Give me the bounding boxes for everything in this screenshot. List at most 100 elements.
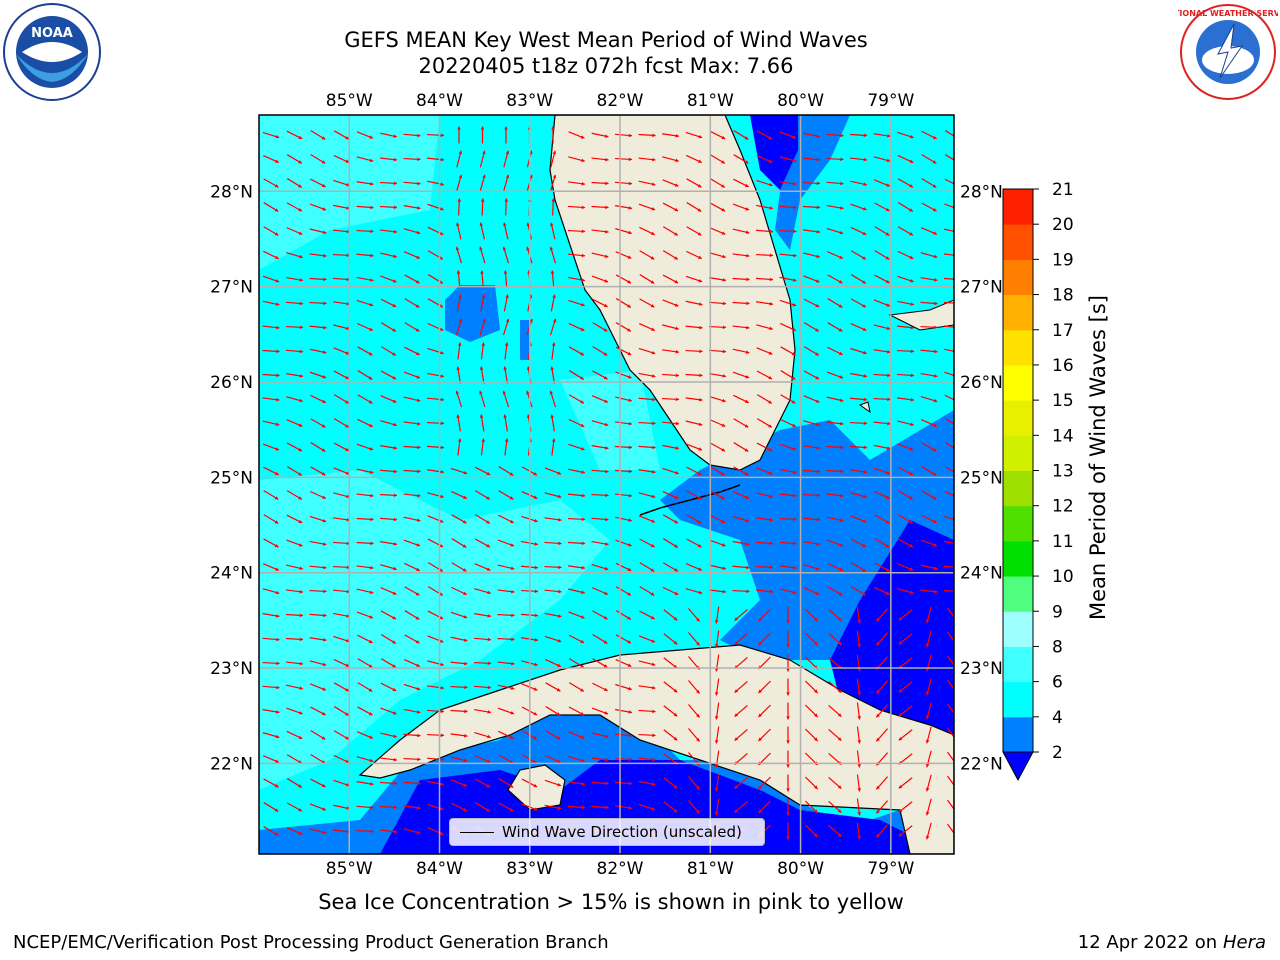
wind-wave-arrow bbox=[498, 802, 514, 812]
wind-wave-arrow bbox=[944, 130, 954, 137]
wind-wave-arrow bbox=[803, 445, 821, 450]
wind-wave-arrow bbox=[403, 828, 421, 835]
wind-wave-arrow bbox=[286, 466, 303, 476]
wind-wave-arrow bbox=[804, 632, 819, 646]
latitude-label-right: 28°N bbox=[960, 182, 1003, 202]
wind-wave-arrow bbox=[503, 150, 510, 168]
wind-wave-arrow bbox=[685, 373, 703, 378]
wind-wave-arrow bbox=[615, 251, 632, 259]
wind-wave-arrow bbox=[780, 322, 797, 332]
wind-wave-arrow bbox=[709, 396, 726, 403]
wind-wave-arrow bbox=[567, 541, 586, 546]
wind-wave-arrow bbox=[733, 130, 749, 140]
wind-wave-arrow bbox=[662, 133, 680, 138]
wind-wave-arrow bbox=[497, 707, 515, 715]
wind-wave-arrow bbox=[332, 229, 351, 234]
wind-wave-arrow bbox=[875, 632, 889, 646]
wind-wave-arrow bbox=[474, 490, 491, 500]
wind-wave-arrow bbox=[688, 608, 700, 622]
wind-wave-arrow bbox=[497, 661, 515, 666]
wind-wave-arrow bbox=[544, 804, 562, 810]
wind-wave-arrow bbox=[379, 781, 398, 786]
wind-wave-arrow bbox=[925, 822, 932, 840]
longitude-label-bottom: 85°W bbox=[326, 859, 373, 879]
wind-wave-arrow bbox=[615, 298, 632, 308]
wind-wave-arrow bbox=[403, 708, 421, 714]
wind-wave-arrow bbox=[480, 198, 485, 216]
wind-wave-arrow bbox=[804, 776, 819, 790]
wind-wave-arrow bbox=[827, 586, 843, 596]
wind-wave-arrow bbox=[479, 318, 486, 336]
wind-wave-arrow bbox=[897, 443, 914, 451]
longitude-label-top: 84°W bbox=[416, 91, 463, 111]
wind-wave-arrow bbox=[828, 608, 842, 622]
wind-wave-arrow bbox=[779, 468, 797, 474]
nws-logo-text: NATIONAL WEATHER SERVICE bbox=[1178, 9, 1278, 18]
wind-wave-arrow bbox=[925, 726, 932, 744]
wind-wave-arrow bbox=[380, 610, 397, 620]
wind-wave-arrow bbox=[356, 229, 374, 234]
wind-wave-arrow bbox=[591, 781, 609, 786]
latitude-label-right: 27°N bbox=[960, 278, 1003, 298]
colorbar: 2 4 6 8 9 10 11 12 13 14 15 16 17 18 19 20 21 bbox=[1002, 180, 1074, 782]
wind-wave-arrow bbox=[874, 514, 890, 524]
wind-wave-arrow bbox=[568, 181, 586, 186]
wind-wave-arrow bbox=[333, 492, 351, 499]
wind-wave-arrow bbox=[474, 708, 492, 714]
wind-wave-arrow bbox=[688, 656, 700, 670]
wind-wave-arrow bbox=[380, 587, 397, 595]
wind-wave-arrow bbox=[826, 396, 844, 402]
wind-wave-arrow bbox=[262, 637, 280, 642]
wind-wave-arrow bbox=[897, 226, 914, 236]
wind-wave-arrow bbox=[947, 775, 954, 787]
wind-wave-arrow bbox=[380, 541, 398, 546]
wind-wave-arrow bbox=[427, 469, 445, 474]
wind-wave-arrow bbox=[897, 466, 914, 476]
wind-wave-arrow bbox=[709, 564, 727, 570]
colorbar-tick-label: 4 bbox=[1052, 708, 1063, 728]
wind-wave-arrow bbox=[856, 750, 861, 768]
colorbar-tick-label: 13 bbox=[1052, 462, 1074, 482]
wind-wave-arrow bbox=[450, 661, 468, 666]
wind-wave-arrow bbox=[567, 205, 586, 210]
wind-wave-arrow bbox=[310, 778, 326, 788]
latitude-label-left: 28°N bbox=[210, 182, 253, 202]
wind-wave-arrow bbox=[686, 202, 702, 212]
wind-wave-arrow bbox=[804, 608, 819, 622]
wind-wave-arrow bbox=[498, 778, 514, 788]
wind-wave-arrow bbox=[662, 444, 680, 450]
wind-wave-arrow bbox=[474, 514, 491, 524]
wind-wave-arrow bbox=[568, 418, 585, 428]
wind-wave-arrow bbox=[332, 253, 351, 258]
wind-wave-arrow bbox=[379, 757, 398, 762]
wind-wave-arrow bbox=[263, 466, 279, 476]
wind-wave-arrow bbox=[856, 702, 861, 720]
wind-wave-arrow bbox=[504, 198, 509, 216]
wind-wave-arrow bbox=[920, 372, 938, 378]
wind-wave-arrow bbox=[568, 682, 585, 692]
wind-wave-arrow bbox=[286, 373, 304, 378]
wind-wave-arrow bbox=[550, 174, 557, 192]
wind-wave-arrow bbox=[544, 635, 562, 643]
wind-wave-arrow bbox=[286, 707, 303, 715]
wind-wave-arrow bbox=[357, 370, 373, 380]
wind-wave-arrow bbox=[427, 826, 444, 836]
wind-wave-arrow bbox=[638, 733, 656, 738]
wind-wave-arrow bbox=[638, 660, 656, 667]
wind-wave-arrow bbox=[639, 586, 655, 596]
wind-wave-arrow bbox=[427, 803, 444, 811]
wind-wave-arrow bbox=[827, 346, 843, 356]
wind-wave-arrow bbox=[920, 325, 938, 330]
wind-wave-arrow bbox=[591, 205, 609, 210]
wind-wave-arrow bbox=[568, 781, 586, 786]
map-subtitle: 20220405 t18z 072h fcst Max: 7.66 bbox=[418, 54, 794, 78]
wind-wave-arrow bbox=[920, 301, 938, 306]
wind-wave-arrow bbox=[826, 445, 844, 450]
wind-wave-arrow bbox=[379, 181, 398, 186]
latitude-label-left: 23°N bbox=[210, 659, 253, 679]
wind-wave-arrow bbox=[333, 394, 350, 404]
wind-wave-arrow bbox=[638, 757, 656, 762]
wind-wave-arrow bbox=[826, 181, 844, 186]
wind-wave-arrow bbox=[758, 632, 771, 646]
wind-wave-arrow bbox=[568, 706, 585, 716]
